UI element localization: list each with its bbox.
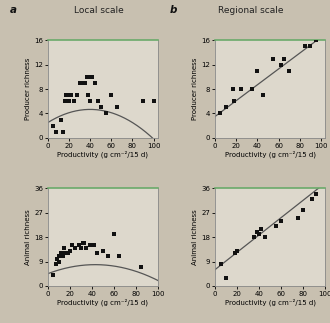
Point — [89, 243, 94, 248]
Point — [234, 248, 240, 253]
Point — [314, 191, 319, 196]
Point — [75, 93, 80, 98]
Text: b: b — [170, 5, 177, 15]
Point — [58, 251, 64, 256]
Point — [95, 99, 100, 104]
Point — [54, 129, 59, 134]
Y-axis label: Animal richness: Animal richness — [192, 209, 198, 265]
X-axis label: Productivity (g cm⁻²/15 d): Productivity (g cm⁻²/15 d) — [224, 151, 315, 158]
Point — [232, 251, 238, 256]
Point — [76, 243, 81, 248]
Point — [279, 218, 284, 224]
Point — [139, 264, 144, 269]
Text: a: a — [10, 5, 17, 15]
Point — [72, 99, 77, 104]
Point — [218, 262, 223, 267]
Point — [87, 99, 93, 104]
Point — [84, 74, 90, 79]
Point — [66, 99, 72, 104]
Point — [95, 251, 100, 256]
Point — [239, 87, 244, 92]
Point — [79, 80, 84, 86]
Point — [73, 245, 78, 251]
Point — [109, 93, 114, 98]
Point — [81, 240, 86, 245]
Point — [54, 256, 59, 261]
Point — [302, 44, 308, 49]
Point — [256, 232, 262, 237]
Point — [78, 245, 83, 251]
Point — [82, 240, 87, 245]
Point — [56, 259, 61, 264]
Point — [295, 216, 300, 221]
Point — [62, 99, 67, 104]
Point — [254, 229, 259, 234]
Point — [300, 207, 306, 213]
Point — [82, 80, 87, 86]
Point — [84, 245, 89, 251]
Point — [62, 251, 67, 256]
Point — [223, 275, 229, 280]
Point — [262, 234, 267, 240]
Point — [87, 243, 92, 248]
Point — [50, 123, 56, 128]
Point — [111, 232, 116, 237]
Point — [87, 74, 93, 79]
Point — [60, 129, 65, 134]
Point — [85, 93, 91, 98]
Text: Regional scale: Regional scale — [218, 5, 283, 15]
Point — [106, 254, 111, 259]
Point — [249, 87, 255, 92]
Point — [98, 105, 103, 110]
Point — [66, 93, 72, 98]
Point — [61, 254, 66, 259]
Point — [308, 44, 313, 49]
Point — [58, 117, 63, 122]
Point — [309, 197, 314, 202]
Point — [151, 99, 156, 104]
Point — [273, 224, 278, 229]
Point — [281, 56, 286, 61]
Point — [67, 248, 73, 253]
Point — [103, 111, 109, 116]
Point — [260, 93, 265, 98]
Point — [64, 99, 70, 104]
Point — [93, 80, 98, 86]
Point — [62, 245, 67, 251]
Point — [90, 74, 95, 79]
X-axis label: Productivity (g cm⁻²/15 d): Productivity (g cm⁻²/15 d) — [57, 299, 148, 306]
Point — [100, 248, 106, 253]
Point — [91, 243, 97, 248]
Point — [231, 99, 237, 104]
Point — [255, 68, 260, 73]
Point — [313, 38, 318, 43]
Y-axis label: Animal richness: Animal richness — [25, 209, 31, 265]
Point — [259, 226, 264, 232]
Point — [223, 105, 228, 110]
Point — [117, 254, 122, 259]
Point — [56, 254, 61, 259]
X-axis label: Productivity (g cm⁻²/15 d): Productivity (g cm⁻²/15 d) — [57, 151, 148, 158]
Point — [218, 111, 223, 116]
Point — [65, 251, 70, 256]
X-axis label: Productivity (g cm⁻²/15 d): Productivity (g cm⁻²/15 d) — [224, 299, 315, 306]
Point — [51, 272, 56, 277]
Y-axis label: Producer richness: Producer richness — [25, 58, 31, 120]
Point — [278, 62, 283, 67]
Point — [286, 68, 292, 73]
Point — [251, 234, 256, 240]
Point — [69, 243, 75, 248]
Point — [271, 56, 276, 61]
Point — [230, 87, 236, 92]
Point — [77, 80, 82, 86]
Point — [114, 105, 119, 110]
Text: Local scale: Local scale — [74, 5, 124, 15]
Point — [63, 93, 68, 98]
Point — [53, 262, 58, 267]
Y-axis label: Producer richness: Producer richness — [192, 58, 198, 120]
Point — [140, 99, 146, 104]
Point — [69, 93, 74, 98]
